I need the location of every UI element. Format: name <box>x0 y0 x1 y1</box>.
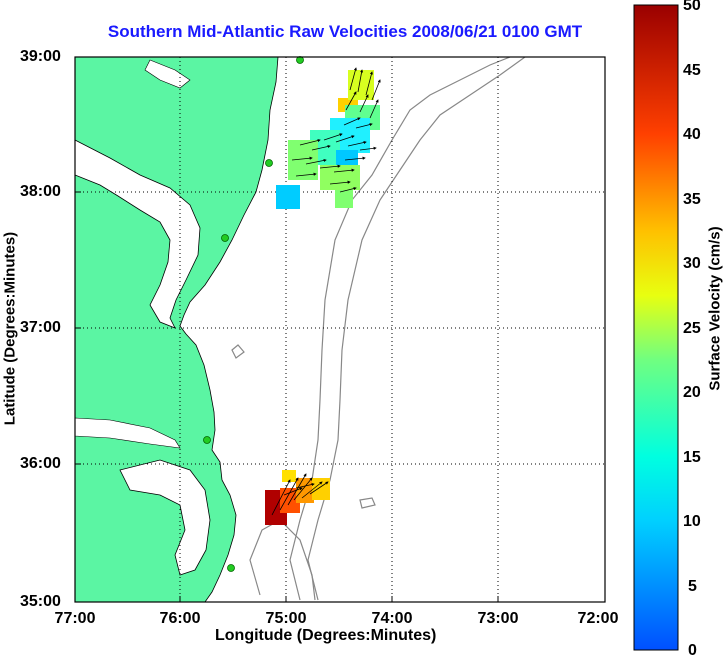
colorbar-label: Surface Velocity (cm/s) <box>706 226 724 391</box>
lon-tick-74: 74:00 <box>371 610 413 627</box>
axis-ticks <box>75 56 499 603</box>
lat-tick-37: 37:00 <box>20 319 61 336</box>
colorbar-tick-5: 5 <box>688 578 697 595</box>
sound-water <box>119 459 211 576</box>
lat-tick-38: 38:00 <box>20 183 61 200</box>
delaware-inlet <box>144 59 191 89</box>
map-title: Southern Mid-Atlantic Raw Velocities 200… <box>107 22 583 41</box>
x-axis-label: Longitude (Degrees:Minutes) <box>215 627 437 644</box>
colorbar-tick-20: 20 <box>683 384 701 401</box>
river-inlet <box>74 417 181 449</box>
lat-tick-36: 36:00 <box>20 455 61 472</box>
colorbar-tick-30: 30 <box>683 255 701 272</box>
chesapeake-bay <box>74 139 201 329</box>
colorbar-tick-0: 0 <box>688 642 697 659</box>
lat-tick-35: 35:00 <box>20 593 61 610</box>
colorbar-tick-45: 45 <box>683 62 701 79</box>
lat-tick-39: 39:00 <box>20 48 61 65</box>
lon-tick-76: 76:00 <box>159 610 201 627</box>
colorbar-tick-25: 25 <box>683 320 701 337</box>
velocity-patch-north <box>276 70 380 209</box>
colorbar <box>633 4 679 651</box>
y-axis-label: Latitude (Degrees:Minutes) <box>1 231 19 426</box>
radar-stations <box>203 56 304 572</box>
colorbar-tick-35: 35 <box>683 191 701 208</box>
velocity-arrows <box>271 67 381 516</box>
lon-tick-72: 72:00 <box>577 610 619 627</box>
plot-frame <box>74 56 606 603</box>
colorbar-tick-15: 15 <box>683 449 701 466</box>
colorbar-tick-10: 10 <box>683 513 701 530</box>
lon-tick-77: 77:00 <box>54 610 96 627</box>
lon-tick-73: 73:00 <box>477 610 519 627</box>
colorbar-tick-50: 50 <box>683 0 701 14</box>
lon-tick-75: 75:00 <box>265 610 307 627</box>
colorbar-tick-40: 40 <box>683 126 701 143</box>
